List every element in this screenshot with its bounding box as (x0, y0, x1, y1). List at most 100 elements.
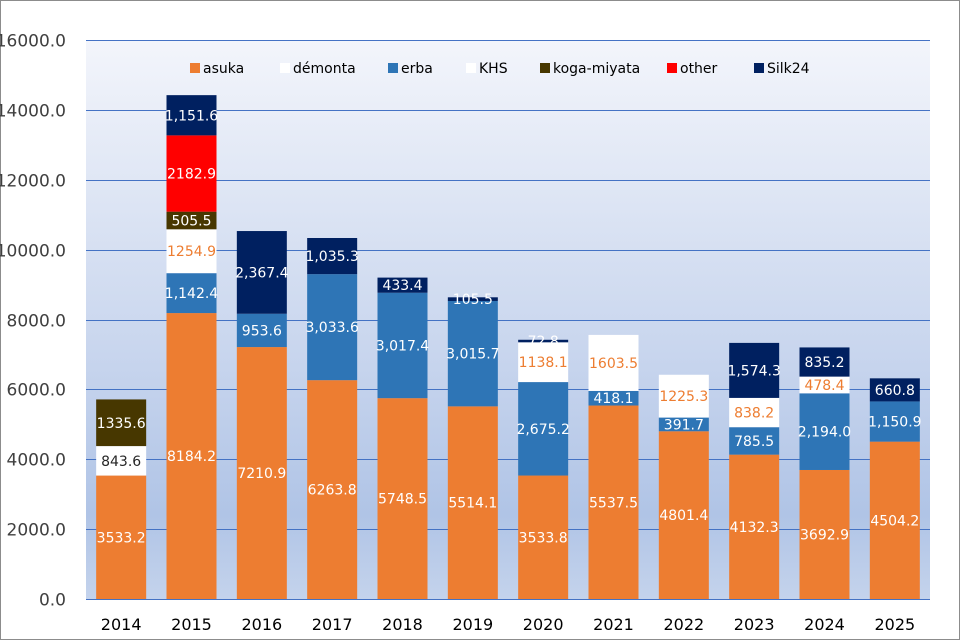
data-label: 835.2 (804, 355, 844, 371)
y-axis: 0.0 2000.0 4000.0 6000.0 8000.0 10000.0 12000.… (0, 32, 66, 611)
data-label: 1,151.6 (165, 108, 219, 124)
legend-item[interactable]: other (667, 61, 718, 77)
x-tick-label: 2017 (312, 615, 353, 634)
legend-item[interactable]: erba (388, 61, 433, 77)
data-label: 4132.3 (730, 520, 779, 536)
data-label: 1138.1 (519, 355, 568, 371)
data-label: 1,574.3 (727, 363, 780, 379)
data-label: 2,194.0 (798, 425, 851, 441)
bar-segment-khs (166, 229, 217, 274)
bar-segment-asuka (166, 313, 217, 599)
x-tick-label: 2016 (241, 615, 282, 634)
y-tick-label: 8000.0 (7, 312, 66, 332)
bar-segment-asuka (236, 347, 287, 599)
legend-swatch (388, 63, 398, 73)
data-label: 2,367.4 (235, 265, 289, 281)
bar-segment-erba (447, 300, 498, 407)
data-label: 1,035.3 (305, 249, 358, 265)
bar-segment-asuka (588, 405, 639, 599)
y-tick-label: 14000.0 (0, 102, 66, 122)
legend-swatch (667, 63, 677, 73)
data-label: 5537.5 (589, 495, 638, 511)
bar-segment-asuka (658, 431, 709, 599)
legend-item[interactable]: Silk24 (754, 61, 810, 77)
gridlines (86, 40, 930, 600)
y-tick-label: 2000.0 (7, 521, 66, 541)
data-label: 3533.2 (97, 530, 146, 546)
bar-segment-other (166, 135, 217, 212)
bar-segment-silk24 (447, 297, 498, 301)
data-label: 1,142.4 (165, 286, 219, 302)
plot-area (86, 40, 930, 599)
legend-item[interactable]: KHS (466, 61, 508, 77)
y-tick-label: 12000.0 (0, 172, 66, 192)
bar-segment-khs (518, 342, 569, 383)
data-label: 72.8 (528, 334, 559, 350)
legend-label: démonta (293, 61, 356, 77)
legend-item[interactable]: démonta (280, 61, 356, 77)
bar-segment-silk24 (166, 95, 217, 136)
legend-swatch (466, 63, 476, 73)
y-tick-label: 6000.0 (7, 381, 66, 401)
bar-segment-asuka (518, 475, 569, 599)
data-label: 953.6 (242, 323, 282, 339)
data-label: 7210.9 (237, 466, 286, 482)
x-tick-label: 2015 (171, 615, 212, 634)
legend-label: KHS (479, 61, 508, 77)
x-tick-label: 2022 (663, 615, 704, 634)
data-label: 2182.9 (167, 167, 216, 183)
x-tick-label: 2019 (452, 615, 493, 634)
legend-label: erba (401, 61, 433, 77)
bar-segment-erba (236, 313, 287, 348)
bar-segment-asuka (799, 469, 850, 599)
data-label: 418.1 (593, 391, 633, 407)
data-label: 1254.9 (167, 244, 216, 260)
data-label: 843.6 (101, 454, 141, 470)
y-tick-label: 16000.0 (0, 32, 66, 52)
bar-segment-silk24 (799, 347, 850, 377)
bar-segment-khs (799, 376, 850, 394)
bar-segment-asuka (729, 454, 780, 599)
bar-segment-asuka (307, 380, 358, 599)
legend-item[interactable]: asuka (190, 61, 244, 77)
x-tick-label: 2024 (804, 615, 845, 634)
bar-segment-erba (166, 273, 217, 314)
data-label: 105.5 (453, 292, 493, 308)
bar-segment-khs (588, 334, 639, 391)
bar-segment-silk24 (518, 339, 569, 343)
data-label: 433.4 (382, 278, 422, 294)
bar-segment-khs (729, 397, 780, 428)
data-label: 3,017.4 (376, 338, 430, 354)
x-tick-label: 2025 (874, 615, 915, 634)
data-label: 8184.2 (167, 449, 216, 465)
legend-item[interactable]: koga-miyata (540, 61, 640, 77)
bar-segment-asuka (96, 475, 147, 599)
y-tick-label: 0.0 (39, 591, 66, 611)
bar-segment-erba (869, 401, 920, 442)
legend-swatch (190, 63, 200, 73)
data-label: 4801.4 (659, 508, 708, 524)
data-label: 660.8 (875, 383, 915, 399)
bar-segment-silk24 (377, 277, 428, 293)
legend-swatch (754, 63, 764, 73)
y-tick-label: 10000.0 (0, 242, 66, 262)
legend-swatch (280, 63, 290, 73)
bar-segment-silk24 (869, 378, 920, 402)
data-label: 2,675.2 (516, 422, 569, 438)
data-label: 3,015.7 (446, 347, 499, 363)
legend-swatch (540, 63, 550, 73)
bar-segment-silk24 (236, 231, 287, 314)
data-label: 5748.5 (378, 492, 427, 508)
data-label: 3,033.6 (305, 320, 359, 336)
legend: asuka démonta erba KHS koga-miyata other Silk2… (190, 61, 810, 77)
bar-segment-silk24 (729, 342, 780, 398)
bar-segment-asuka (447, 406, 498, 599)
data-label: 1225.3 (659, 389, 708, 405)
x-tick-label: 2021 (593, 615, 634, 634)
bar-segment-koga-miyata (166, 211, 217, 230)
bar-segment-erba (307, 274, 358, 381)
data-label: 785.5 (734, 434, 774, 450)
data-label: 838.2 (734, 406, 774, 422)
x-tick-label: 2020 (523, 615, 564, 634)
